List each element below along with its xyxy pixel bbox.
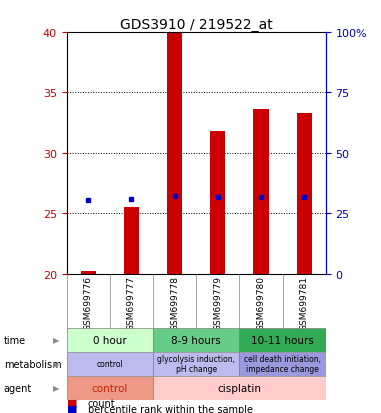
- Title: GDS3910 / 219522_at: GDS3910 / 219522_at: [120, 18, 272, 32]
- Bar: [296, 114, 312, 274]
- Text: count: count: [88, 398, 115, 408]
- Text: 8-9 hours: 8-9 hours: [171, 335, 221, 345]
- Bar: [167, 33, 182, 274]
- Bar: [210, 132, 225, 274]
- Text: ■: ■: [67, 404, 77, 413]
- Text: GSM699781: GSM699781: [300, 276, 309, 331]
- Text: control: control: [96, 359, 123, 368]
- Text: 10-11 hours: 10-11 hours: [251, 335, 314, 345]
- Bar: [81, 272, 96, 274]
- Text: GSM699778: GSM699778: [170, 276, 179, 331]
- Text: control: control: [92, 383, 128, 393]
- Text: ■: ■: [67, 398, 77, 408]
- Text: metabolism: metabolism: [4, 359, 61, 369]
- Text: GSM699779: GSM699779: [213, 276, 222, 331]
- Text: 0 hour: 0 hour: [93, 335, 127, 345]
- Text: percentile rank within the sample: percentile rank within the sample: [88, 404, 253, 413]
- Bar: [253, 110, 269, 274]
- Text: cell death initiation,
impedance change: cell death initiation, impedance change: [244, 354, 321, 373]
- Bar: [239, 352, 326, 376]
- Text: ▶: ▶: [53, 335, 59, 344]
- Bar: [67, 352, 153, 376]
- Text: glycolysis induction,
pH change: glycolysis induction, pH change: [157, 354, 235, 373]
- Bar: [124, 208, 139, 274]
- Text: GSM699777: GSM699777: [127, 276, 136, 331]
- Bar: [239, 328, 326, 352]
- Bar: [67, 328, 153, 352]
- Text: cisplatin: cisplatin: [218, 383, 261, 393]
- Bar: [67, 376, 153, 400]
- Bar: [153, 352, 239, 376]
- Bar: [153, 376, 326, 400]
- Text: agent: agent: [4, 383, 32, 393]
- Bar: [153, 328, 239, 352]
- Text: GSM699776: GSM699776: [84, 276, 93, 331]
- Text: GSM699780: GSM699780: [256, 276, 266, 331]
- Text: ▶: ▶: [53, 359, 59, 368]
- Text: ▶: ▶: [53, 383, 59, 392]
- Text: time: time: [4, 335, 26, 345]
